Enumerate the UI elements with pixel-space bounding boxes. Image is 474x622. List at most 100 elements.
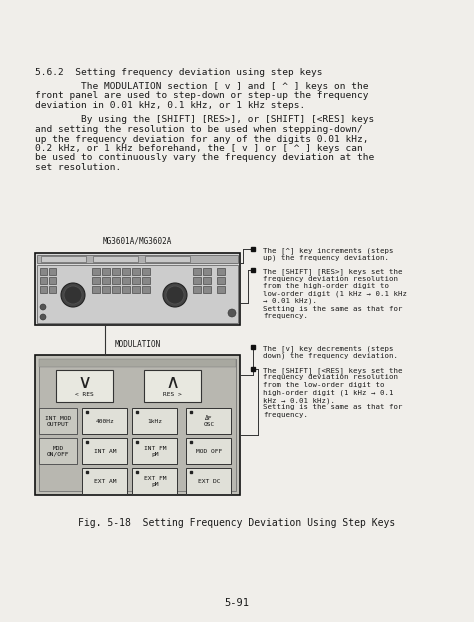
Bar xyxy=(102,286,110,293)
Text: 5-91: 5-91 xyxy=(225,598,249,608)
Bar xyxy=(193,286,201,293)
Text: 5.6.2  Setting frequency deviation using step keys: 5.6.2 Setting frequency deviation using … xyxy=(35,68,322,77)
Bar xyxy=(102,268,110,275)
Bar xyxy=(132,286,140,293)
FancyBboxPatch shape xyxy=(186,468,231,493)
Bar xyxy=(41,256,86,262)
Bar xyxy=(112,286,120,293)
Text: high-order digit (1 kHz → 0.1: high-order digit (1 kHz → 0.1 xyxy=(263,389,393,396)
FancyBboxPatch shape xyxy=(82,407,128,434)
Text: INT AM: INT AM xyxy=(94,449,116,454)
Bar xyxy=(92,268,100,275)
Circle shape xyxy=(228,309,236,317)
FancyBboxPatch shape xyxy=(133,468,177,493)
Bar xyxy=(40,268,47,275)
Bar xyxy=(93,256,138,262)
Text: INT MOD
OUTPUT: INT MOD OUTPUT xyxy=(45,416,71,427)
Bar xyxy=(122,286,130,293)
Text: front panel are used to step-down or step-up the frequency: front panel are used to step-down or ste… xyxy=(35,91,368,101)
Bar xyxy=(112,277,120,284)
Text: from the low-order digit to: from the low-order digit to xyxy=(263,382,384,388)
Text: The [v] key decrements (steps: The [v] key decrements (steps xyxy=(263,345,393,352)
FancyBboxPatch shape xyxy=(35,355,240,495)
FancyBboxPatch shape xyxy=(82,437,128,463)
Text: low-order digit (1 kHz → 0.1 kHz: low-order digit (1 kHz → 0.1 kHz xyxy=(263,290,407,297)
Circle shape xyxy=(40,304,46,310)
Bar xyxy=(132,268,140,275)
FancyBboxPatch shape xyxy=(144,370,201,402)
Text: 1kHz: 1kHz xyxy=(147,419,163,424)
Bar xyxy=(193,268,201,275)
FancyBboxPatch shape xyxy=(186,407,231,434)
Text: Setting is the same as that for: Setting is the same as that for xyxy=(263,404,402,411)
Circle shape xyxy=(61,283,85,307)
Text: INT FM
pM: INT FM pM xyxy=(144,446,166,457)
Bar xyxy=(92,277,100,284)
Text: 0.2 kHz, or 1 kHz beforehand, the [ v ] or [ ^ ] keys can: 0.2 kHz, or 1 kHz beforehand, the [ v ] … xyxy=(35,144,363,153)
Text: down) the frequency deviation.: down) the frequency deviation. xyxy=(263,353,398,359)
Text: frequency.: frequency. xyxy=(263,412,308,418)
Circle shape xyxy=(40,314,46,320)
Text: deviation in 0.01 kHz, 0.1 kHz, or 1 kHz steps.: deviation in 0.01 kHz, 0.1 kHz, or 1 kHz… xyxy=(35,101,305,110)
Text: kHz → 0.01 kHz).: kHz → 0.01 kHz). xyxy=(263,397,335,404)
Text: The [^] key increments (steps: The [^] key increments (steps xyxy=(263,247,393,254)
Bar xyxy=(39,359,236,491)
Bar xyxy=(132,277,140,284)
Text: frequency.: frequency. xyxy=(263,313,308,319)
Bar xyxy=(217,286,225,293)
Text: By using the [SHIFT] [RES>], or [SHIFT] [<RES] keys: By using the [SHIFT] [RES>], or [SHIFT] … xyxy=(35,116,374,124)
Text: frequency deviation resolution: frequency deviation resolution xyxy=(263,276,398,282)
Bar xyxy=(203,286,211,293)
Text: MG3601A/MG3602A: MG3601A/MG3602A xyxy=(103,237,172,246)
Bar xyxy=(142,277,150,284)
Text: RES >: RES > xyxy=(163,392,182,397)
Text: 400Hz: 400Hz xyxy=(96,419,114,424)
Text: Fig. 5-18  Setting Frequency Deviation Using Step Keys: Fig. 5-18 Setting Frequency Deviation Us… xyxy=(78,518,396,528)
FancyBboxPatch shape xyxy=(82,468,128,493)
Text: The [SHIFT] [<RES] keys set the: The [SHIFT] [<RES] keys set the xyxy=(263,367,402,374)
Text: MOD
ON/OFF: MOD ON/OFF xyxy=(47,446,69,457)
Bar xyxy=(49,268,56,275)
Text: up) the frequency deviation.: up) the frequency deviation. xyxy=(263,254,389,261)
Text: from the high-order digit to: from the high-order digit to xyxy=(263,283,389,289)
Text: Setting is the same as that for: Setting is the same as that for xyxy=(263,305,402,312)
Text: be used to continuously vary the frequency deviation at the: be used to continuously vary the frequen… xyxy=(35,154,374,162)
FancyBboxPatch shape xyxy=(35,253,240,325)
Text: and setting the resolution to be used when stepping-down/: and setting the resolution to be used wh… xyxy=(35,125,363,134)
FancyBboxPatch shape xyxy=(38,407,78,434)
Bar xyxy=(40,286,47,293)
Bar xyxy=(122,277,130,284)
Bar xyxy=(217,268,225,275)
Text: < RES: < RES xyxy=(75,392,94,397)
Bar xyxy=(203,277,211,284)
Bar xyxy=(92,286,100,293)
Text: frequency deviation resolution: frequency deviation resolution xyxy=(263,374,398,381)
Bar xyxy=(102,277,110,284)
FancyBboxPatch shape xyxy=(186,437,231,463)
Text: The MODULATION section [ v ] and [ ^ ] keys on the: The MODULATION section [ v ] and [ ^ ] k… xyxy=(35,82,368,91)
Text: EXT FM
pM: EXT FM pM xyxy=(144,476,166,487)
Circle shape xyxy=(64,286,82,304)
Text: The [SHIFT] [RES>] keys set the: The [SHIFT] [RES>] keys set the xyxy=(263,268,402,275)
Text: ∧: ∧ xyxy=(165,373,180,392)
Bar xyxy=(40,277,47,284)
Bar xyxy=(145,256,190,262)
Bar xyxy=(203,268,211,275)
Bar xyxy=(49,277,56,284)
Bar xyxy=(49,286,56,293)
Bar xyxy=(122,268,130,275)
FancyBboxPatch shape xyxy=(133,437,177,463)
Bar xyxy=(217,277,225,284)
Bar xyxy=(193,277,201,284)
Text: ∨: ∨ xyxy=(77,373,91,392)
Bar xyxy=(142,286,150,293)
Text: → 0.01 kHz).: → 0.01 kHz). xyxy=(263,298,317,305)
Text: ΔF
OSC: ΔF OSC xyxy=(203,416,215,427)
Text: MOD OFF: MOD OFF xyxy=(196,449,222,454)
Text: set resolution.: set resolution. xyxy=(35,163,121,172)
FancyBboxPatch shape xyxy=(56,370,113,402)
Bar xyxy=(37,255,238,263)
Bar xyxy=(142,268,150,275)
Text: EXT AM: EXT AM xyxy=(94,479,116,484)
Circle shape xyxy=(163,283,187,307)
